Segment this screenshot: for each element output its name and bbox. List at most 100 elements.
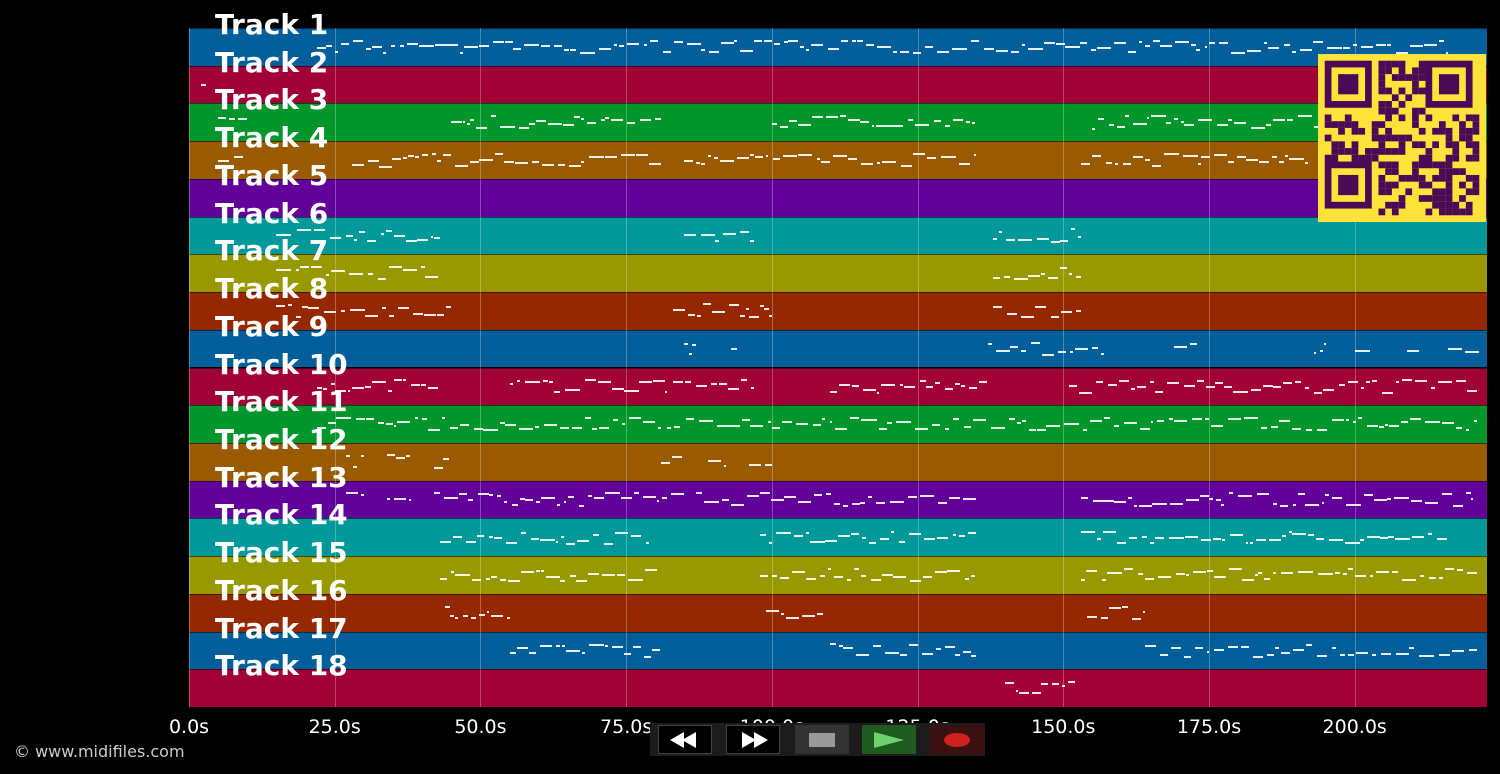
note <box>1447 348 1463 351</box>
note <box>1366 425 1379 428</box>
note <box>697 315 702 318</box>
note <box>958 534 966 537</box>
note <box>1010 50 1019 53</box>
note <box>914 428 929 431</box>
note <box>1365 380 1371 383</box>
note <box>233 156 244 159</box>
note <box>396 457 405 460</box>
note <box>1266 123 1272 126</box>
note <box>900 384 903 387</box>
note <box>1080 579 1085 582</box>
note <box>987 343 992 346</box>
note <box>519 428 533 431</box>
note <box>402 379 406 382</box>
note <box>1209 497 1214 500</box>
fast-forward-button[interactable] <box>726 725 780 754</box>
play-button[interactable] <box>862 725 916 754</box>
note <box>299 265 309 268</box>
note <box>926 156 937 159</box>
note <box>611 387 624 390</box>
note <box>615 532 629 535</box>
note <box>633 645 642 648</box>
note <box>586 121 597 124</box>
note <box>772 575 777 578</box>
note <box>1346 503 1361 506</box>
note <box>740 314 745 317</box>
rewind-icon <box>670 731 696 748</box>
note <box>1048 277 1058 280</box>
note <box>558 164 566 167</box>
note <box>1144 645 1156 648</box>
note <box>1107 572 1122 575</box>
note <box>1237 495 1252 498</box>
note <box>813 493 823 496</box>
note <box>1455 380 1467 383</box>
note <box>848 118 860 121</box>
note <box>478 492 489 495</box>
track-lane <box>189 141 1487 179</box>
track-lane <box>189 28 1487 66</box>
note <box>1071 227 1075 230</box>
note <box>317 427 326 430</box>
note <box>499 421 505 424</box>
record-button[interactable] <box>930 725 984 754</box>
note <box>601 573 615 576</box>
note <box>1150 114 1166 117</box>
track-label: Track 6 <box>215 196 329 230</box>
note <box>978 380 988 383</box>
note <box>1304 162 1309 165</box>
note <box>1008 417 1015 420</box>
note <box>1442 421 1454 424</box>
note <box>1207 569 1214 572</box>
track-lane <box>189 631 1487 670</box>
note <box>1470 498 1473 501</box>
note <box>455 616 458 619</box>
note <box>1466 389 1478 392</box>
note <box>1379 425 1385 428</box>
note <box>553 391 560 394</box>
note <box>695 384 708 387</box>
note <box>1288 530 1292 533</box>
note <box>1305 643 1312 646</box>
note <box>1146 117 1150 120</box>
note <box>1465 492 1471 495</box>
piano-roll <box>189 28 1487 707</box>
grid-line <box>189 28 190 707</box>
note <box>1360 539 1365 542</box>
rewind-button[interactable] <box>658 725 712 754</box>
note <box>525 499 534 502</box>
note <box>599 47 612 50</box>
note <box>797 153 813 156</box>
note <box>784 495 796 498</box>
note <box>437 313 445 316</box>
note <box>760 305 764 308</box>
note <box>555 644 560 647</box>
note <box>1168 537 1184 540</box>
note <box>1343 46 1351 49</box>
note <box>430 235 434 238</box>
note <box>287 304 292 307</box>
note <box>435 43 445 46</box>
note <box>1237 156 1246 159</box>
note <box>685 417 695 420</box>
note <box>556 503 561 506</box>
note <box>805 577 817 580</box>
note <box>684 159 693 162</box>
note <box>1263 42 1267 45</box>
note <box>1343 572 1348 575</box>
note <box>838 535 850 538</box>
note <box>407 43 419 46</box>
note <box>450 615 455 618</box>
note <box>642 421 655 424</box>
note <box>711 383 718 386</box>
note <box>967 532 976 535</box>
note <box>750 154 755 157</box>
note <box>352 386 365 389</box>
note <box>1228 568 1242 571</box>
note <box>387 454 396 457</box>
note <box>652 379 666 382</box>
note <box>449 427 459 430</box>
stop-button[interactable] <box>795 725 849 754</box>
note <box>767 421 771 424</box>
note <box>961 385 965 388</box>
